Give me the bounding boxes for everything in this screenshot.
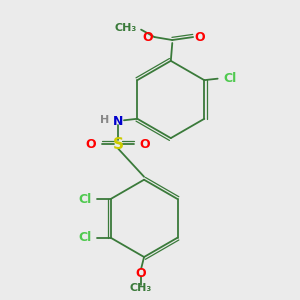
Text: O: O	[140, 138, 150, 151]
Text: Cl: Cl	[78, 193, 91, 206]
Text: O: O	[136, 267, 146, 280]
Text: CH₃: CH₃	[114, 23, 136, 33]
Text: Cl: Cl	[224, 72, 237, 85]
Text: CH₃: CH₃	[130, 283, 152, 293]
Text: N: N	[113, 115, 123, 128]
Text: H: H	[100, 115, 109, 125]
Text: S: S	[112, 136, 124, 152]
Text: Cl: Cl	[78, 231, 91, 244]
Text: O: O	[86, 138, 96, 151]
Text: O: O	[142, 31, 153, 44]
Text: O: O	[195, 31, 205, 44]
